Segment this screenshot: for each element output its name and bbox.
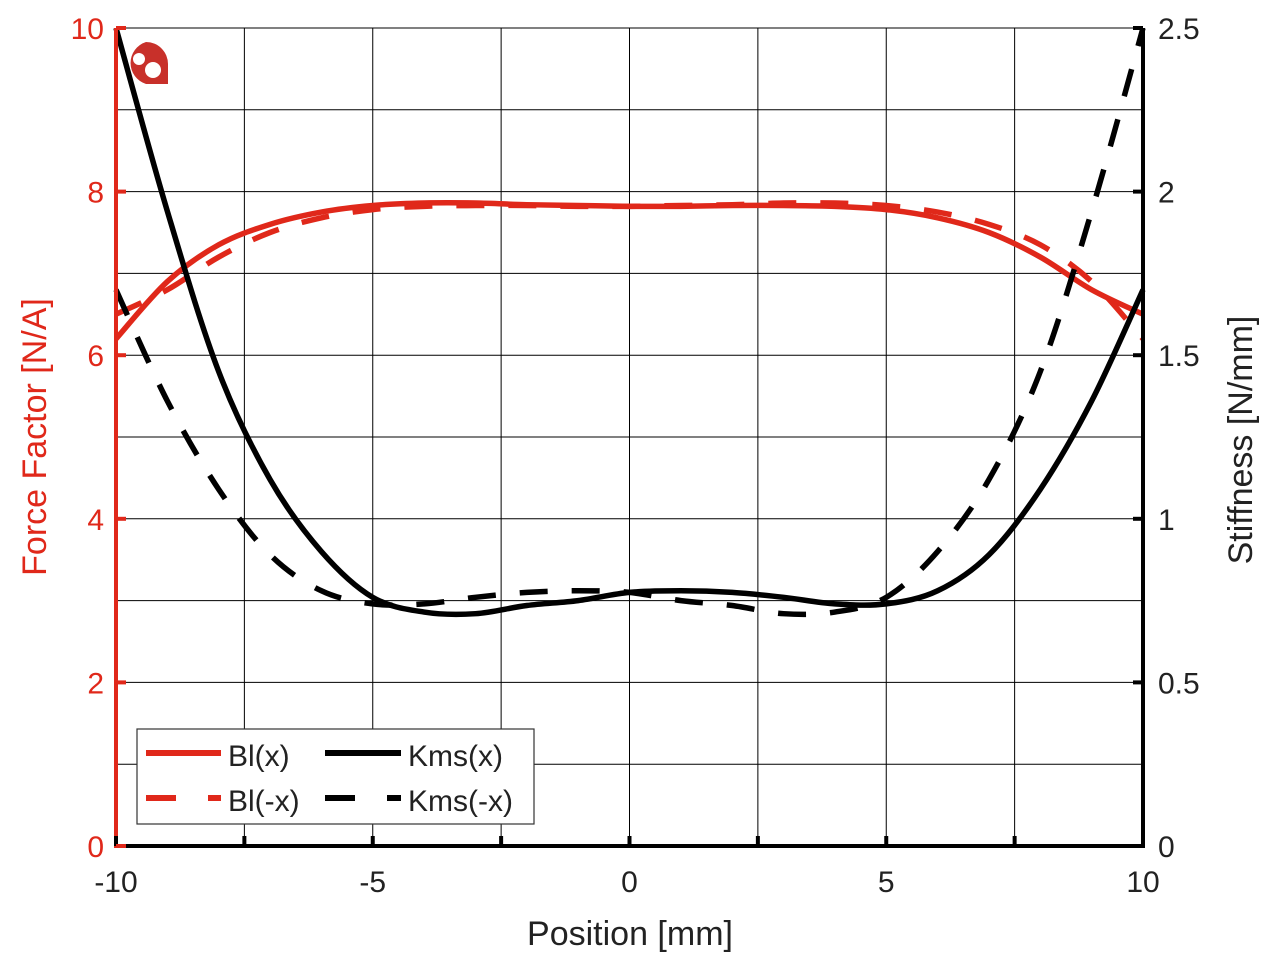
legend-label-kms-minus-x: Kms(-x): [408, 785, 513, 818]
left-y-tick-label: 8: [87, 177, 104, 210]
x-tick-label: 0: [621, 866, 638, 899]
legend: Bl(x) Kms(x) Bl(-x) Kms(-x): [136, 728, 535, 825]
right-y-axis-label: Stiffness [N/mm]: [1222, 316, 1260, 565]
series-line-kms-x-: [113, 27, 1146, 618]
legend-label-bl-minus-x: Bl(-x): [228, 785, 300, 818]
right-y-tick-label: 2: [1158, 177, 1175, 210]
legend-label-bl-x: Bl(x): [228, 740, 290, 773]
series-layer: [113, 27, 1146, 618]
right-y-tick-label: 0.5: [1158, 667, 1200, 700]
left-y-tick-label: 4: [87, 504, 104, 537]
grid: [115, 27, 1144, 847]
left-y-tick-label: 10: [71, 13, 104, 46]
series-line-kms-x-: [113, 27, 1146, 618]
x-tick-label: -10: [94, 866, 137, 899]
left-y-tick-label: 2: [87, 667, 104, 700]
x-tick-label: 5: [878, 866, 895, 899]
right-y-tick-label: 1.5: [1158, 340, 1200, 373]
right-y-tick-label: 0: [1158, 831, 1175, 864]
red-badge-logo-icon: [130, 42, 168, 84]
legend-label-kms-x: Kms(x): [408, 740, 503, 773]
left-y-tick-label: 0: [87, 831, 104, 864]
left-y-tick-label: 6: [87, 340, 104, 373]
x-tick-label: -5: [359, 866, 386, 899]
x-tick-label: 10: [1126, 866, 1159, 899]
right-y-tick-label: 1: [1158, 504, 1175, 537]
right-y-tick-label: 2.5: [1158, 13, 1200, 46]
series-line-bl-x-: [114, 200, 1146, 341]
left-y-axis-label: Force Factor [N/A]: [16, 298, 54, 576]
x-axis-label: Position [mm]: [527, 915, 733, 953]
